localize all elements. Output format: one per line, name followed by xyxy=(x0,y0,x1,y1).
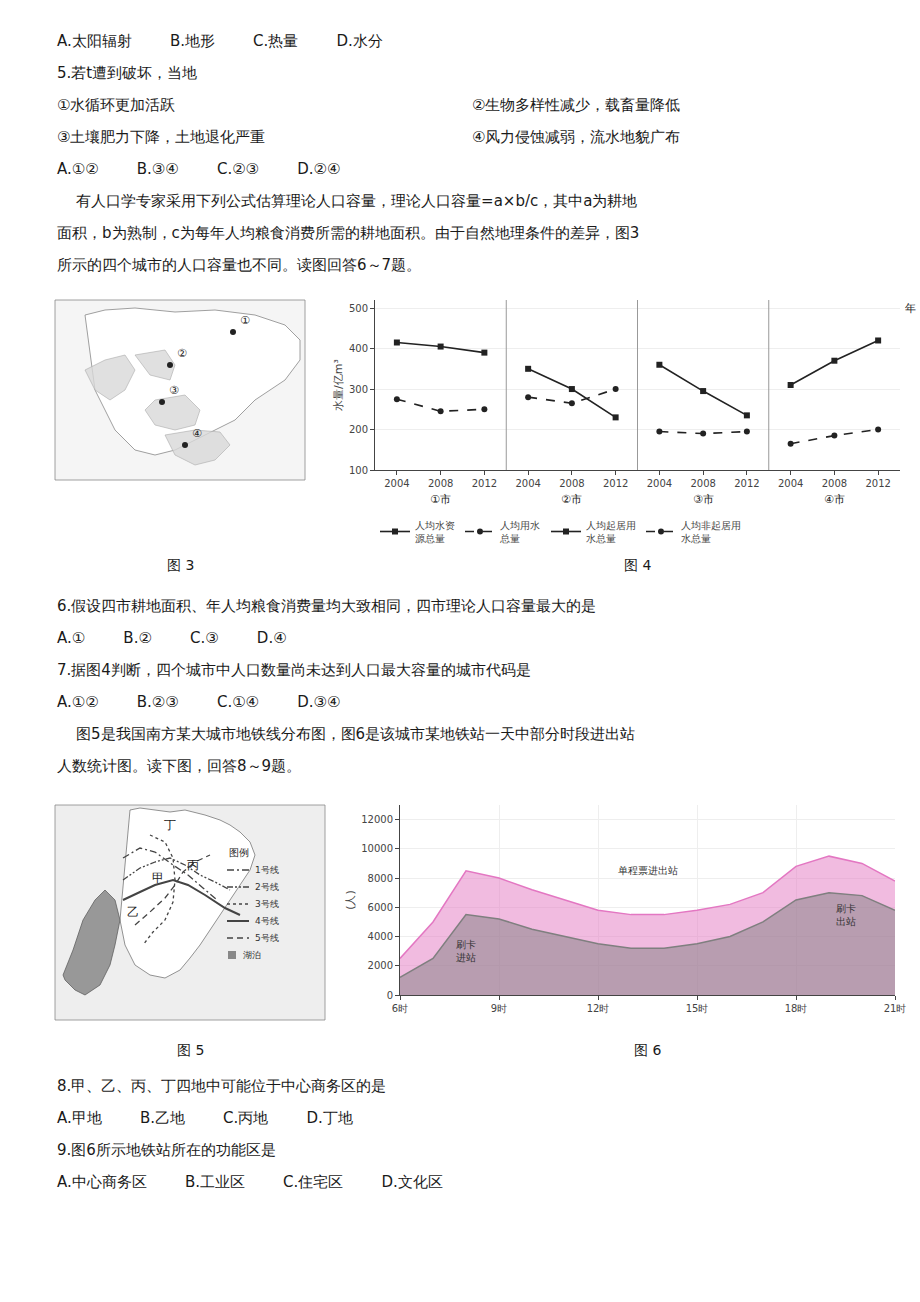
svg-text:人均用水总量: 人均用水总量 xyxy=(499,520,540,544)
svg-text:3号线: 3号线 xyxy=(255,899,279,909)
svg-text:2004: 2004 xyxy=(384,478,409,489)
svg-text:7.据图4判断，四个城市中人口数量尚未达到人口最大容量的城市: 7.据图4判断，四个城市中人口数量尚未达到人口最大容量的城市代码是 xyxy=(57,661,531,679)
svg-text:④: ④ xyxy=(192,427,202,440)
svg-text:21时: 21时 xyxy=(884,1003,907,1014)
svg-text:2012: 2012 xyxy=(472,478,497,489)
svg-text:A.太阳辐射 B.地形 C.热量: A.太阳辐射 B.地形 C.热量 D.水分 xyxy=(57,32,383,50)
svg-text:图 5: 图 5 xyxy=(177,1042,204,1058)
svg-text:①水循环更加活跃: ①水循环更加活跃 xyxy=(57,96,175,114)
svg-text:图例: 图例 xyxy=(229,847,249,858)
svg-text:0: 0 xyxy=(387,990,393,1001)
svg-text:图 4: 图 4 xyxy=(624,557,651,573)
svg-text:①市: ①市 xyxy=(430,493,451,506)
svg-text:8.甲、乙、丙、丁四地中可能位于中心商务区的是: 8.甲、乙、丙、丁四地中可能位于中心商务区的是 xyxy=(57,1077,386,1095)
svg-text:12时: 12时 xyxy=(587,1003,610,1014)
svg-text:丁: 丁 xyxy=(164,818,176,832)
svg-text:水量/亿m³: 水量/亿m³ xyxy=(332,359,345,411)
svg-text:300: 300 xyxy=(349,384,368,395)
svg-text:9时: 9时 xyxy=(491,1003,507,1014)
svg-text:5号线: 5号线 xyxy=(255,933,279,943)
svg-text:刷卡进站: 刷卡进站 xyxy=(456,939,476,963)
svg-text:2004: 2004 xyxy=(647,478,672,489)
svg-text:面积，b为熟制，c为每年人均粮食消费所需的耕地面积。由于自然: 面积，b为熟制，c为每年人均粮食消费所需的耕地面积。由于自然地理条件的差异，图3 xyxy=(57,224,639,242)
svg-text:A.① B.② C.③: A.① B.② C.③ D.④ xyxy=(57,629,287,647)
svg-text:15时: 15时 xyxy=(686,1003,709,1014)
svg-text:单程票进出站: 单程票进出站 xyxy=(618,865,678,876)
svg-text:乙: 乙 xyxy=(127,905,139,919)
svg-text:②: ② xyxy=(177,347,187,360)
svg-text:2号线: 2号线 xyxy=(255,882,279,892)
svg-text:图5是我国南方某大城市地铁线分布图，图6是该城市某地铁站一天: 图5是我国南方某大城市地铁线分布图，图6是该城市某地铁站一天中部分时段进出站 xyxy=(57,725,635,743)
svg-text:6.假设四市耕地面积、年人均粮食消费量均大致相同，四市理论人: 6.假设四市耕地面积、年人均粮食消费量均大致相同，四市理论人口容量最大的是 xyxy=(57,597,596,615)
svg-text:④市: ④市 xyxy=(824,493,845,506)
svg-text:400: 400 xyxy=(349,343,368,354)
svg-text:10000: 10000 xyxy=(361,843,393,854)
svg-text:200: 200 xyxy=(349,424,368,435)
svg-text:2012: 2012 xyxy=(603,478,628,489)
svg-text:③: ③ xyxy=(169,384,179,397)
svg-text:刷卡出站: 刷卡出站 xyxy=(836,903,856,927)
svg-text:1号线: 1号线 xyxy=(255,865,279,875)
svg-text:2000: 2000 xyxy=(368,960,393,971)
svg-text:A.甲地 B.乙地 C.丙地: A.甲地 B.乙地 C.丙地 D.丁地 xyxy=(57,1109,353,1127)
svg-text:①: ① xyxy=(240,314,250,327)
svg-text:(人): (人) xyxy=(344,890,357,910)
svg-text:2008: 2008 xyxy=(559,478,584,489)
svg-text:图 3: 图 3 xyxy=(167,557,194,573)
svg-text:人数统计图。读下图，回答8～9题。: 人数统计图。读下图，回答8～9题。 xyxy=(57,757,301,775)
svg-text:5.若t遭到破坏，当地: 5.若t遭到破坏，当地 xyxy=(57,64,197,82)
svg-text:人均非起居用水总量: 人均非起居用水总量 xyxy=(681,520,741,544)
svg-text:甲: 甲 xyxy=(152,871,164,885)
svg-text:18时: 18时 xyxy=(785,1003,808,1014)
svg-text:12000: 12000 xyxy=(361,814,393,825)
svg-text:500: 500 xyxy=(349,303,368,314)
svg-text:④风力侵蚀减弱，流水地貌广布: ④风力侵蚀减弱，流水地貌广布 xyxy=(472,128,680,146)
svg-text:8000: 8000 xyxy=(368,873,393,884)
svg-text:4号线: 4号线 xyxy=(255,916,279,926)
svg-text:4000: 4000 xyxy=(368,931,393,942)
svg-text:年: 年 xyxy=(905,302,916,315)
svg-text:有人口学专家采用下列公式估算理论人口容量，理论人口容量=a×: 有人口学专家采用下列公式估算理论人口容量，理论人口容量=a×b/c，其中a为耕地 xyxy=(57,192,637,210)
svg-text:②市: ②市 xyxy=(561,493,582,506)
svg-text:A.①② B.③④ C.②③: A.①② B.③④ C.②③ D.②④ xyxy=(57,160,340,178)
svg-text:6000: 6000 xyxy=(368,902,393,913)
svg-text:丙: 丙 xyxy=(187,858,199,872)
svg-text:②生物多样性减少，载畜量降低: ②生物多样性减少，载畜量降低 xyxy=(472,96,680,114)
svg-text:A.①② B.②③ C.①④: A.①② B.②③ C.①④ D.③④ xyxy=(57,693,340,711)
svg-text:人均水资源总量: 人均水资源总量 xyxy=(415,520,455,544)
svg-text:2008: 2008 xyxy=(822,478,847,489)
svg-text:图 6: 图 6 xyxy=(634,1042,661,1058)
svg-text:2008: 2008 xyxy=(690,478,715,489)
svg-text:2004: 2004 xyxy=(778,478,803,489)
svg-text:湖泊: 湖泊 xyxy=(243,950,261,960)
svg-text:2008: 2008 xyxy=(428,478,453,489)
svg-text:人均起居用水总量: 人均起居用水总量 xyxy=(586,520,636,544)
svg-text:A.中心商务区 B.工业区 C.: A.中心商务区 B.工业区 C.住宅区 D.文化区 xyxy=(57,1173,443,1191)
svg-text:6时: 6时 xyxy=(392,1003,408,1014)
svg-text:100: 100 xyxy=(349,465,368,476)
svg-text:2012: 2012 xyxy=(865,478,890,489)
svg-text:所示的四个城市的人口容量也不同。读图回答6～7题。: 所示的四个城市的人口容量也不同。读图回答6～7题。 xyxy=(57,256,421,274)
svg-text:2012: 2012 xyxy=(734,478,759,489)
svg-text:③土壤肥力下降，土地退化严重: ③土壤肥力下降，土地退化严重 xyxy=(57,128,265,146)
svg-text:2004: 2004 xyxy=(515,478,540,489)
svg-text:③市: ③市 xyxy=(693,493,714,506)
svg-text:9.图6所示地铁站所在的功能区是: 9.图6所示地铁站所在的功能区是 xyxy=(57,1141,276,1159)
